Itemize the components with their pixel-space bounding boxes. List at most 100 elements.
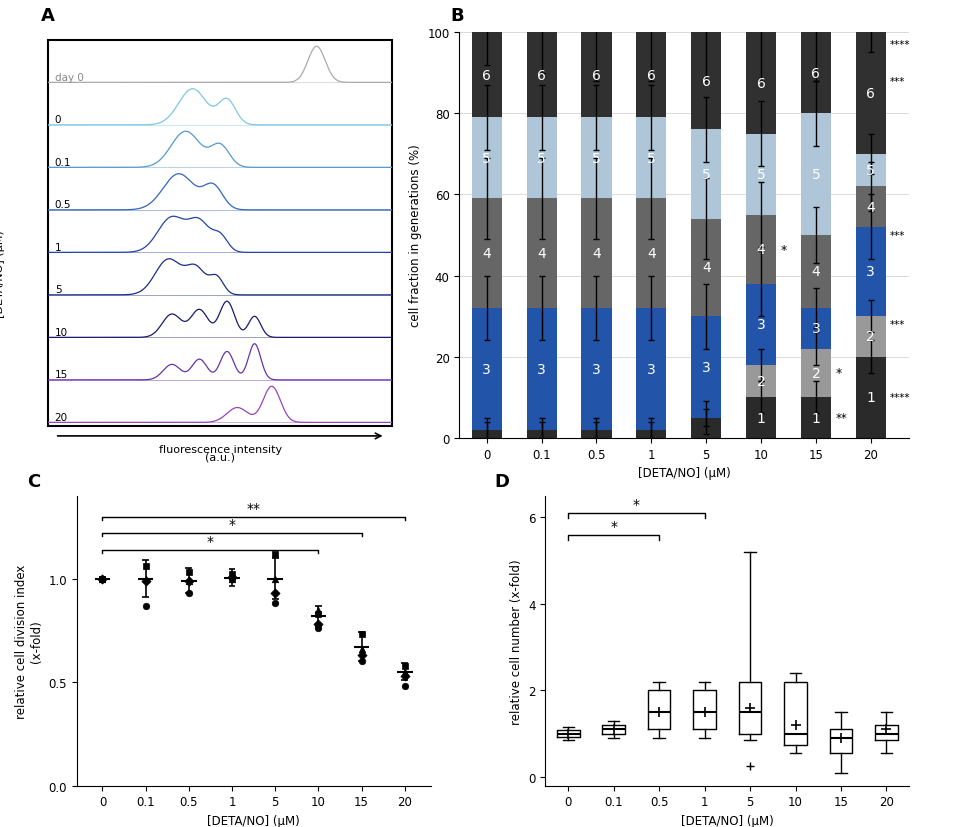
- Point: [138, 572, 153, 586]
- Text: 5: 5: [482, 151, 491, 165]
- Bar: [582, 118, 612, 199]
- Bar: [472, 33, 501, 118]
- Text: 0.5: 0.5: [55, 200, 71, 210]
- Text: 3: 3: [537, 362, 546, 376]
- Text: ****: ****: [890, 393, 911, 403]
- Text: 3: 3: [701, 361, 710, 375]
- Point: [138, 574, 153, 587]
- Point: [397, 659, 412, 672]
- Text: **: **: [835, 412, 847, 424]
- Text: 4: 4: [812, 265, 820, 280]
- Bar: [691, 219, 722, 317]
- Point: [224, 572, 239, 586]
- Point: [95, 572, 110, 586]
- Point: [138, 599, 153, 612]
- Text: *: *: [611, 519, 617, 533]
- Point: [95, 572, 110, 586]
- Bar: [636, 430, 666, 438]
- Bar: [746, 215, 776, 284]
- Text: 4: 4: [482, 247, 491, 261]
- Text: 4: 4: [701, 261, 710, 275]
- Bar: [856, 187, 886, 227]
- Point: [224, 571, 239, 584]
- Text: fluorescence intensity: fluorescence intensity: [159, 444, 281, 454]
- Bar: [472, 308, 501, 430]
- Point: [224, 572, 239, 586]
- Bar: [691, 418, 722, 438]
- Bar: [526, 430, 557, 438]
- Bar: [856, 227, 886, 317]
- Text: 6: 6: [482, 69, 491, 83]
- Text: *: *: [229, 518, 235, 532]
- Point: [181, 566, 196, 579]
- Point: [397, 680, 412, 693]
- Text: 4: 4: [866, 200, 875, 214]
- Point: [181, 574, 196, 587]
- Bar: [746, 366, 776, 398]
- Point: [268, 597, 283, 610]
- Text: 3: 3: [647, 362, 656, 376]
- Y-axis label: cell fraction in generations (%): cell fraction in generations (%): [409, 145, 422, 327]
- Bar: [582, 199, 612, 308]
- Text: 5: 5: [647, 151, 656, 165]
- Bar: [526, 118, 557, 199]
- Text: 4: 4: [537, 247, 546, 261]
- Bar: [746, 134, 776, 215]
- Point: [354, 655, 369, 668]
- Text: 6: 6: [812, 67, 820, 80]
- Bar: [746, 284, 776, 366]
- Bar: [691, 317, 722, 418]
- Point: [354, 629, 369, 642]
- Point: [268, 587, 283, 600]
- Point: [354, 648, 369, 662]
- Text: 3: 3: [757, 318, 766, 332]
- Text: 5: 5: [812, 168, 820, 182]
- Bar: [856, 155, 886, 187]
- Text: **: **: [247, 501, 260, 515]
- Point: [181, 587, 196, 600]
- Text: ***: ***: [890, 231, 905, 241]
- Text: 3: 3: [482, 362, 491, 376]
- X-axis label: [DETA/NO] (μM): [DETA/NO] (μM): [208, 814, 300, 827]
- Bar: [526, 199, 557, 308]
- Text: B: B: [451, 7, 464, 25]
- Text: D: D: [495, 472, 509, 490]
- Bar: [582, 430, 612, 438]
- Text: 3: 3: [866, 265, 875, 280]
- Point: [181, 574, 196, 587]
- Bar: [856, 357, 886, 438]
- Text: 2: 2: [866, 330, 875, 344]
- Text: ***: ***: [890, 77, 905, 87]
- Bar: [472, 199, 501, 308]
- Text: ***: ***: [890, 320, 905, 330]
- Bar: [582, 308, 612, 430]
- Bar: [582, 33, 612, 118]
- Text: *: *: [207, 534, 214, 548]
- Bar: [801, 349, 831, 398]
- Point: [95, 572, 110, 586]
- Text: 1: 1: [757, 411, 766, 425]
- Text: *: *: [781, 243, 787, 256]
- Text: 0: 0: [55, 115, 61, 125]
- Bar: [636, 308, 666, 430]
- Text: *: *: [633, 497, 640, 511]
- Point: [268, 572, 283, 586]
- Bar: [526, 308, 557, 430]
- Text: 6: 6: [537, 69, 546, 83]
- Text: 5: 5: [701, 168, 710, 182]
- X-axis label: [DETA/NO] (μM): [DETA/NO] (μM): [638, 466, 730, 480]
- Text: 2: 2: [757, 375, 766, 389]
- X-axis label: [DETA/NO] (μM): [DETA/NO] (μM): [681, 814, 773, 827]
- Text: 5: 5: [537, 151, 546, 165]
- Text: 5: 5: [55, 284, 61, 294]
- Point: [397, 665, 412, 678]
- Text: 6: 6: [701, 74, 711, 88]
- Y-axis label: relative cell number (x-fold): relative cell number (x-fold): [510, 558, 523, 724]
- Bar: [526, 33, 557, 118]
- Bar: [691, 131, 722, 219]
- Text: 1: 1: [812, 411, 820, 425]
- Text: *: *: [835, 367, 841, 380]
- Text: C: C: [27, 472, 40, 490]
- Text: 1: 1: [55, 242, 61, 252]
- Bar: [856, 33, 886, 155]
